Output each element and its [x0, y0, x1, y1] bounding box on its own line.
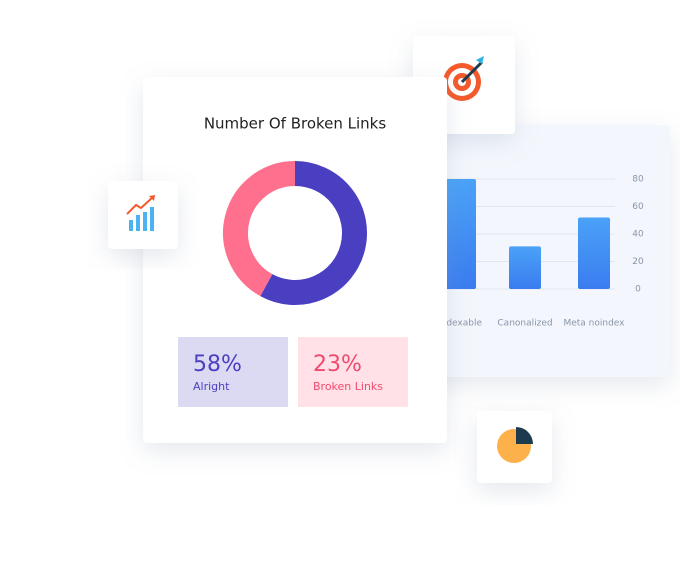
- pie-card: [477, 411, 552, 483]
- y-tick-label: 20: [632, 257, 644, 267]
- trend-card: [108, 181, 178, 249]
- y-tick-label: 60: [632, 202, 644, 212]
- donut-card: Number Of Broken Links 58% Alright 23% B…: [143, 77, 447, 443]
- stat-value: 23%: [313, 352, 362, 377]
- x-tick-label: Indexable: [438, 319, 483, 329]
- y-tick-label: 0: [635, 285, 641, 295]
- bar: [509, 246, 541, 289]
- y-tick-label: 80: [632, 175, 644, 185]
- bar: [444, 179, 476, 289]
- stat-label: Broken Links: [313, 380, 383, 393]
- y-tick-label: 40: [632, 230, 644, 240]
- donut-segment: [260, 161, 367, 305]
- stat-value: 58%: [193, 352, 242, 377]
- stat-label: Alright: [193, 380, 230, 393]
- card-title: Number Of Broken Links: [204, 115, 387, 133]
- bar-card: 0 20 40 60 80 Indexable Canonalized Meta noinde…: [420, 125, 670, 377]
- x-tick-label: Canonalized: [497, 319, 552, 329]
- donut-segment: [223, 161, 296, 297]
- card-bg: [420, 125, 670, 377]
- bar: [578, 217, 610, 289]
- x-tick-label: Meta noindex: [563, 319, 625, 329]
